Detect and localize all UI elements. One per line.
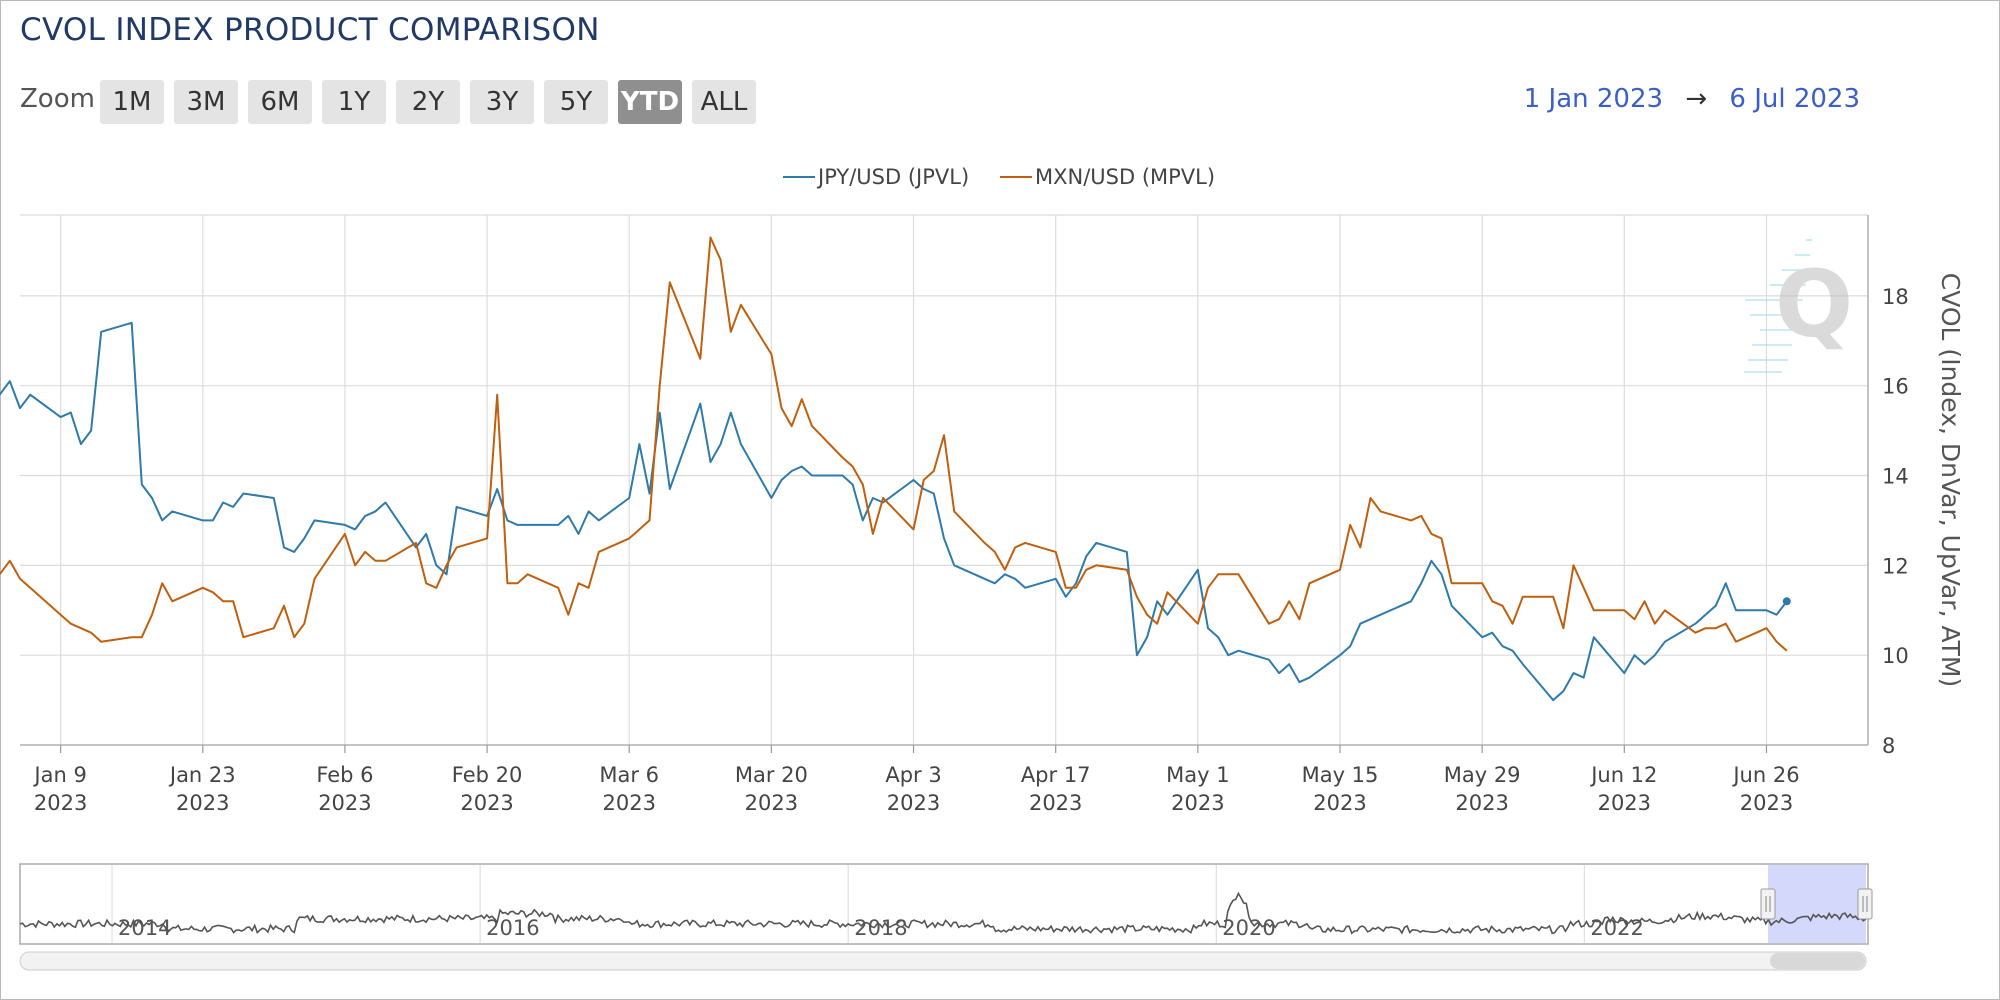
chart-title: CVOL INDEX PRODUCT COMPARISON [20,12,600,48]
navigator-frame [19,863,1869,945]
y-tick-labels: 8 10 12 14 16 18 [1882,285,1909,758]
range-to[interactable]: 6 Jul 2023 [1729,84,1860,114]
navigator-year-label: 2014 [118,916,171,940]
x-tick-year: 2023 [176,791,229,815]
x-tick-year: 2023 [1171,791,1224,815]
x-tick-year: 2023 [318,791,371,815]
navigator-left-handle[interactable] [1760,888,1776,920]
x-tick-label: May 1 [1166,763,1229,787]
navigator-year-label: 2018 [854,916,907,940]
zoom-6m-button[interactable]: 6M [248,80,312,124]
y-axis-title: CVOL (Index, DnVar, UpVar, ATM) [1936,273,1965,687]
range-from[interactable]: 1 Jan 2023 [1523,84,1664,114]
legend-jpy-label[interactable]: JPY/USD (JPVL) [816,165,969,189]
x-tick-year: 2023 [887,791,940,815]
navigator-year-labels: 2014 2016 2018 2020 2022 [118,916,1644,940]
x-tick-year: 2023 [1455,791,1508,815]
legend[interactable]: JPY/USD (JPVL) MXN/USD (MPVL) [783,165,1215,189]
y-tick-label: 14 [1882,465,1909,489]
x-tick-label: Apr 3 [885,763,941,787]
zoom-label: Zoom [20,84,95,114]
series-group [0,236,1791,702]
x-tick-label: Mar 20 [735,763,808,787]
zoom-ytd-button[interactable]: YTD [618,80,682,124]
x-tick-label: Jun 26 [1731,763,1799,787]
q-logo-icon: Q [1744,239,1853,373]
navigator-year-label: 2020 [1222,916,1275,940]
navigator[interactable]: 2014 2016 2018 2020 2022 [19,863,1873,971]
x-tick-year: 2023 [460,791,513,815]
y-tick-label: 18 [1882,285,1909,309]
zoom-2y-button[interactable]: 2Y [396,80,460,124]
svg-text:Q: Q [1775,251,1853,358]
x-tick-year: 2023 [34,791,87,815]
zoom-3m-button[interactable]: 3M [174,80,238,124]
x-tick-label: Jan 9 [32,763,86,787]
y-tick-label: 16 [1882,375,1909,399]
navigator-year-label: 2022 [1590,916,1643,940]
range-arrow: → [1685,84,1708,114]
x-tick-year: 2023 [1029,791,1082,815]
x-tick-label: May 29 [1444,763,1521,787]
x-tick-labels: Jan 9 2023 Jan 23 2023 Feb 6 2023 Feb 20 2023 Ma… [32,745,1800,815]
x-tick-label: Feb 20 [452,763,523,787]
plot-grid [20,214,1868,745]
x-tick-label: Mar 6 [599,763,659,787]
navigator-line [19,891,1867,935]
navigator-scrollbar-track[interactable] [19,951,1867,971]
y-tick-label: 10 [1882,644,1909,668]
navigator-selection[interactable] [1768,865,1866,943]
x-tick-label: Apr 17 [1021,763,1091,787]
y-tick-label: 8 [1882,734,1895,758]
zoom-1y-button[interactable]: 1Y [322,80,386,124]
x-tick-label: Jan 23 [168,763,236,787]
zoom-1m-button[interactable]: 1M [100,80,164,124]
zoom-5y-button[interactable]: 5Y [544,80,608,124]
x-tick-year: 2023 [603,791,656,815]
navigator-year-label: 2016 [486,916,539,940]
navigator-scrollbar-thumb[interactable] [1770,953,1865,969]
series-end-marker [1782,597,1791,606]
x-tick-label: Jun 12 [1589,763,1657,787]
x-tick-year: 2023 [1313,791,1366,815]
series-line-mxn[interactable] [0,236,1788,652]
y-tick-label: 12 [1882,554,1909,578]
x-tick-year: 2023 [1598,791,1651,815]
date-range-display: 1 Jan 2023 → 6 Jul 2023 [1520,84,1860,114]
x-tick-year: 2023 [1740,791,1793,815]
x-tick-label: Feb 6 [316,763,373,787]
legend-mxn-label[interactable]: MXN/USD (MPVL) [1035,165,1215,189]
zoom-3y-button[interactable]: 3Y [470,80,534,124]
x-tick-year: 2023 [745,791,798,815]
zoom-all-button[interactable]: ALL [692,80,756,124]
navigator-right-handle[interactable] [1857,888,1873,920]
x-tick-label: May 15 [1302,763,1379,787]
series-line-jpy[interactable] [0,321,1788,702]
navigator-grid [111,865,1586,943]
